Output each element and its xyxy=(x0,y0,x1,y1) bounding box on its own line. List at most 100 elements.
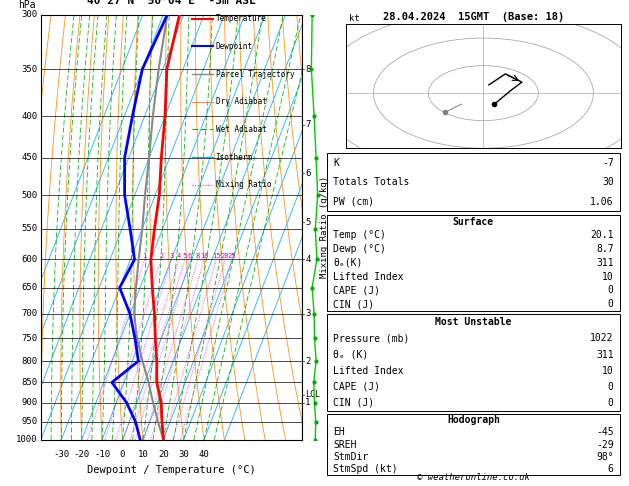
Text: 1: 1 xyxy=(143,253,147,260)
Text: 40: 40 xyxy=(199,451,209,459)
Text: 30: 30 xyxy=(178,451,189,459)
Text: 950: 950 xyxy=(21,417,38,426)
Text: 6: 6 xyxy=(608,464,614,474)
Text: 10: 10 xyxy=(602,272,614,282)
Text: 311: 311 xyxy=(596,258,614,268)
Text: K: K xyxy=(333,158,339,168)
Text: 0: 0 xyxy=(608,285,614,295)
Text: 350: 350 xyxy=(21,65,38,73)
Text: 500: 500 xyxy=(21,191,38,200)
Text: 450: 450 xyxy=(21,153,38,162)
Text: SREH: SREH xyxy=(333,440,357,450)
Text: 6: 6 xyxy=(188,253,192,260)
Text: 850: 850 xyxy=(21,378,38,387)
Text: -7: -7 xyxy=(602,158,614,168)
Text: CAPE (J): CAPE (J) xyxy=(333,382,380,392)
Text: 6: 6 xyxy=(305,169,311,178)
Text: CIN (J): CIN (J) xyxy=(333,398,374,408)
Text: 10: 10 xyxy=(138,451,148,459)
Text: 311: 311 xyxy=(596,349,614,360)
Text: -45: -45 xyxy=(596,428,614,437)
Text: 7: 7 xyxy=(305,121,311,129)
Text: 1022: 1022 xyxy=(590,333,614,344)
Text: -29: -29 xyxy=(596,440,614,450)
Text: © weatheronline.co.uk: © weatheronline.co.uk xyxy=(417,473,530,482)
Text: Parcel Trajectory: Parcel Trajectory xyxy=(216,69,294,79)
Text: Lifted Index: Lifted Index xyxy=(333,272,403,282)
Text: 40°27'N  50°04'E  -3m ASL: 40°27'N 50°04'E -3m ASL xyxy=(87,0,256,6)
Text: 1.06: 1.06 xyxy=(590,197,614,207)
Text: 5: 5 xyxy=(183,253,187,260)
Text: 0: 0 xyxy=(608,382,614,392)
Text: 400: 400 xyxy=(21,112,38,121)
Text: EH: EH xyxy=(333,428,345,437)
Text: StmDir: StmDir xyxy=(333,452,368,462)
Text: 750: 750 xyxy=(21,334,38,343)
Text: θₑ(K): θₑ(K) xyxy=(333,258,362,268)
Text: 5: 5 xyxy=(305,218,311,226)
Text: Temperature: Temperature xyxy=(216,14,267,23)
Bar xyxy=(327,314,620,411)
Text: 900: 900 xyxy=(21,398,38,407)
Text: 0: 0 xyxy=(120,451,125,459)
Text: 15: 15 xyxy=(212,253,221,260)
Text: Totals Totals: Totals Totals xyxy=(333,177,409,187)
Text: 28.04.2024  15GMT  (Base: 18): 28.04.2024 15GMT (Base: 18) xyxy=(382,12,564,22)
Text: 0: 0 xyxy=(608,398,614,408)
Text: 700: 700 xyxy=(21,310,38,318)
Text: km
ASL: km ASL xyxy=(305,0,320,2)
Text: Lifted Index: Lifted Index xyxy=(333,365,403,376)
Text: 4: 4 xyxy=(305,255,311,264)
Text: 2: 2 xyxy=(305,357,311,365)
Text: 30: 30 xyxy=(602,177,614,187)
Text: Pressure (mb): Pressure (mb) xyxy=(333,333,409,344)
Text: CIN (J): CIN (J) xyxy=(333,299,374,309)
Text: -10: -10 xyxy=(94,451,110,459)
Text: 4: 4 xyxy=(177,253,181,260)
Text: 3: 3 xyxy=(305,310,311,318)
Text: θₑ (K): θₑ (K) xyxy=(333,349,368,360)
Text: 10: 10 xyxy=(200,253,209,260)
Text: Dewp (°C): Dewp (°C) xyxy=(333,244,386,254)
Text: -30: -30 xyxy=(53,451,69,459)
Text: 300: 300 xyxy=(21,10,38,19)
Text: hPa: hPa xyxy=(18,0,36,10)
Text: 98°: 98° xyxy=(596,452,614,462)
Text: 1: 1 xyxy=(305,398,311,407)
Text: 2: 2 xyxy=(159,253,164,260)
Text: Dry Adiabat: Dry Adiabat xyxy=(216,97,267,106)
Text: kt: kt xyxy=(348,14,359,23)
Text: 10: 10 xyxy=(602,365,614,376)
Text: Mixing Ratio (g/kg): Mixing Ratio (g/kg) xyxy=(320,176,329,278)
Text: LCL: LCL xyxy=(305,390,320,399)
Text: 0: 0 xyxy=(608,299,614,309)
Text: 1000: 1000 xyxy=(16,435,38,444)
Text: PW (cm): PW (cm) xyxy=(333,197,374,207)
Text: Isotherm: Isotherm xyxy=(216,153,253,161)
Text: 550: 550 xyxy=(21,224,38,233)
Text: 20: 20 xyxy=(158,451,169,459)
Text: 20: 20 xyxy=(221,253,230,260)
Text: 3: 3 xyxy=(169,253,174,260)
Text: CAPE (J): CAPE (J) xyxy=(333,285,380,295)
Text: Wet Adiabat: Wet Adiabat xyxy=(216,125,267,134)
Text: 8: 8 xyxy=(196,253,200,260)
Text: StmSpd (kt): StmSpd (kt) xyxy=(333,464,398,474)
Text: -20: -20 xyxy=(74,451,90,459)
Text: 25: 25 xyxy=(228,253,237,260)
Text: 650: 650 xyxy=(21,283,38,292)
Text: Dewpoint: Dewpoint xyxy=(216,42,253,51)
Text: 800: 800 xyxy=(21,357,38,365)
Text: Hodograph: Hodograph xyxy=(447,415,500,425)
Bar xyxy=(327,215,620,311)
Bar xyxy=(327,414,620,475)
Text: Most Unstable: Most Unstable xyxy=(435,317,511,328)
Text: Temp (°C): Temp (°C) xyxy=(333,230,386,241)
Text: Mixing Ratio: Mixing Ratio xyxy=(216,180,271,189)
Text: Surface: Surface xyxy=(453,217,494,226)
Text: Dewpoint / Temperature (°C): Dewpoint / Temperature (°C) xyxy=(87,466,256,475)
Text: 20.1: 20.1 xyxy=(590,230,614,241)
Text: 8: 8 xyxy=(305,65,311,73)
Text: 8.7: 8.7 xyxy=(596,244,614,254)
Text: 600: 600 xyxy=(21,255,38,264)
